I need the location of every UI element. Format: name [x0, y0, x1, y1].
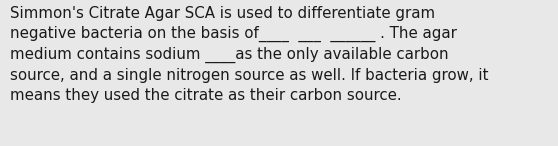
Text: Simmon's Citrate Agar SCA is used to differentiate gram
negative bacteria on the: Simmon's Citrate Agar SCA is used to dif…	[10, 6, 489, 103]
